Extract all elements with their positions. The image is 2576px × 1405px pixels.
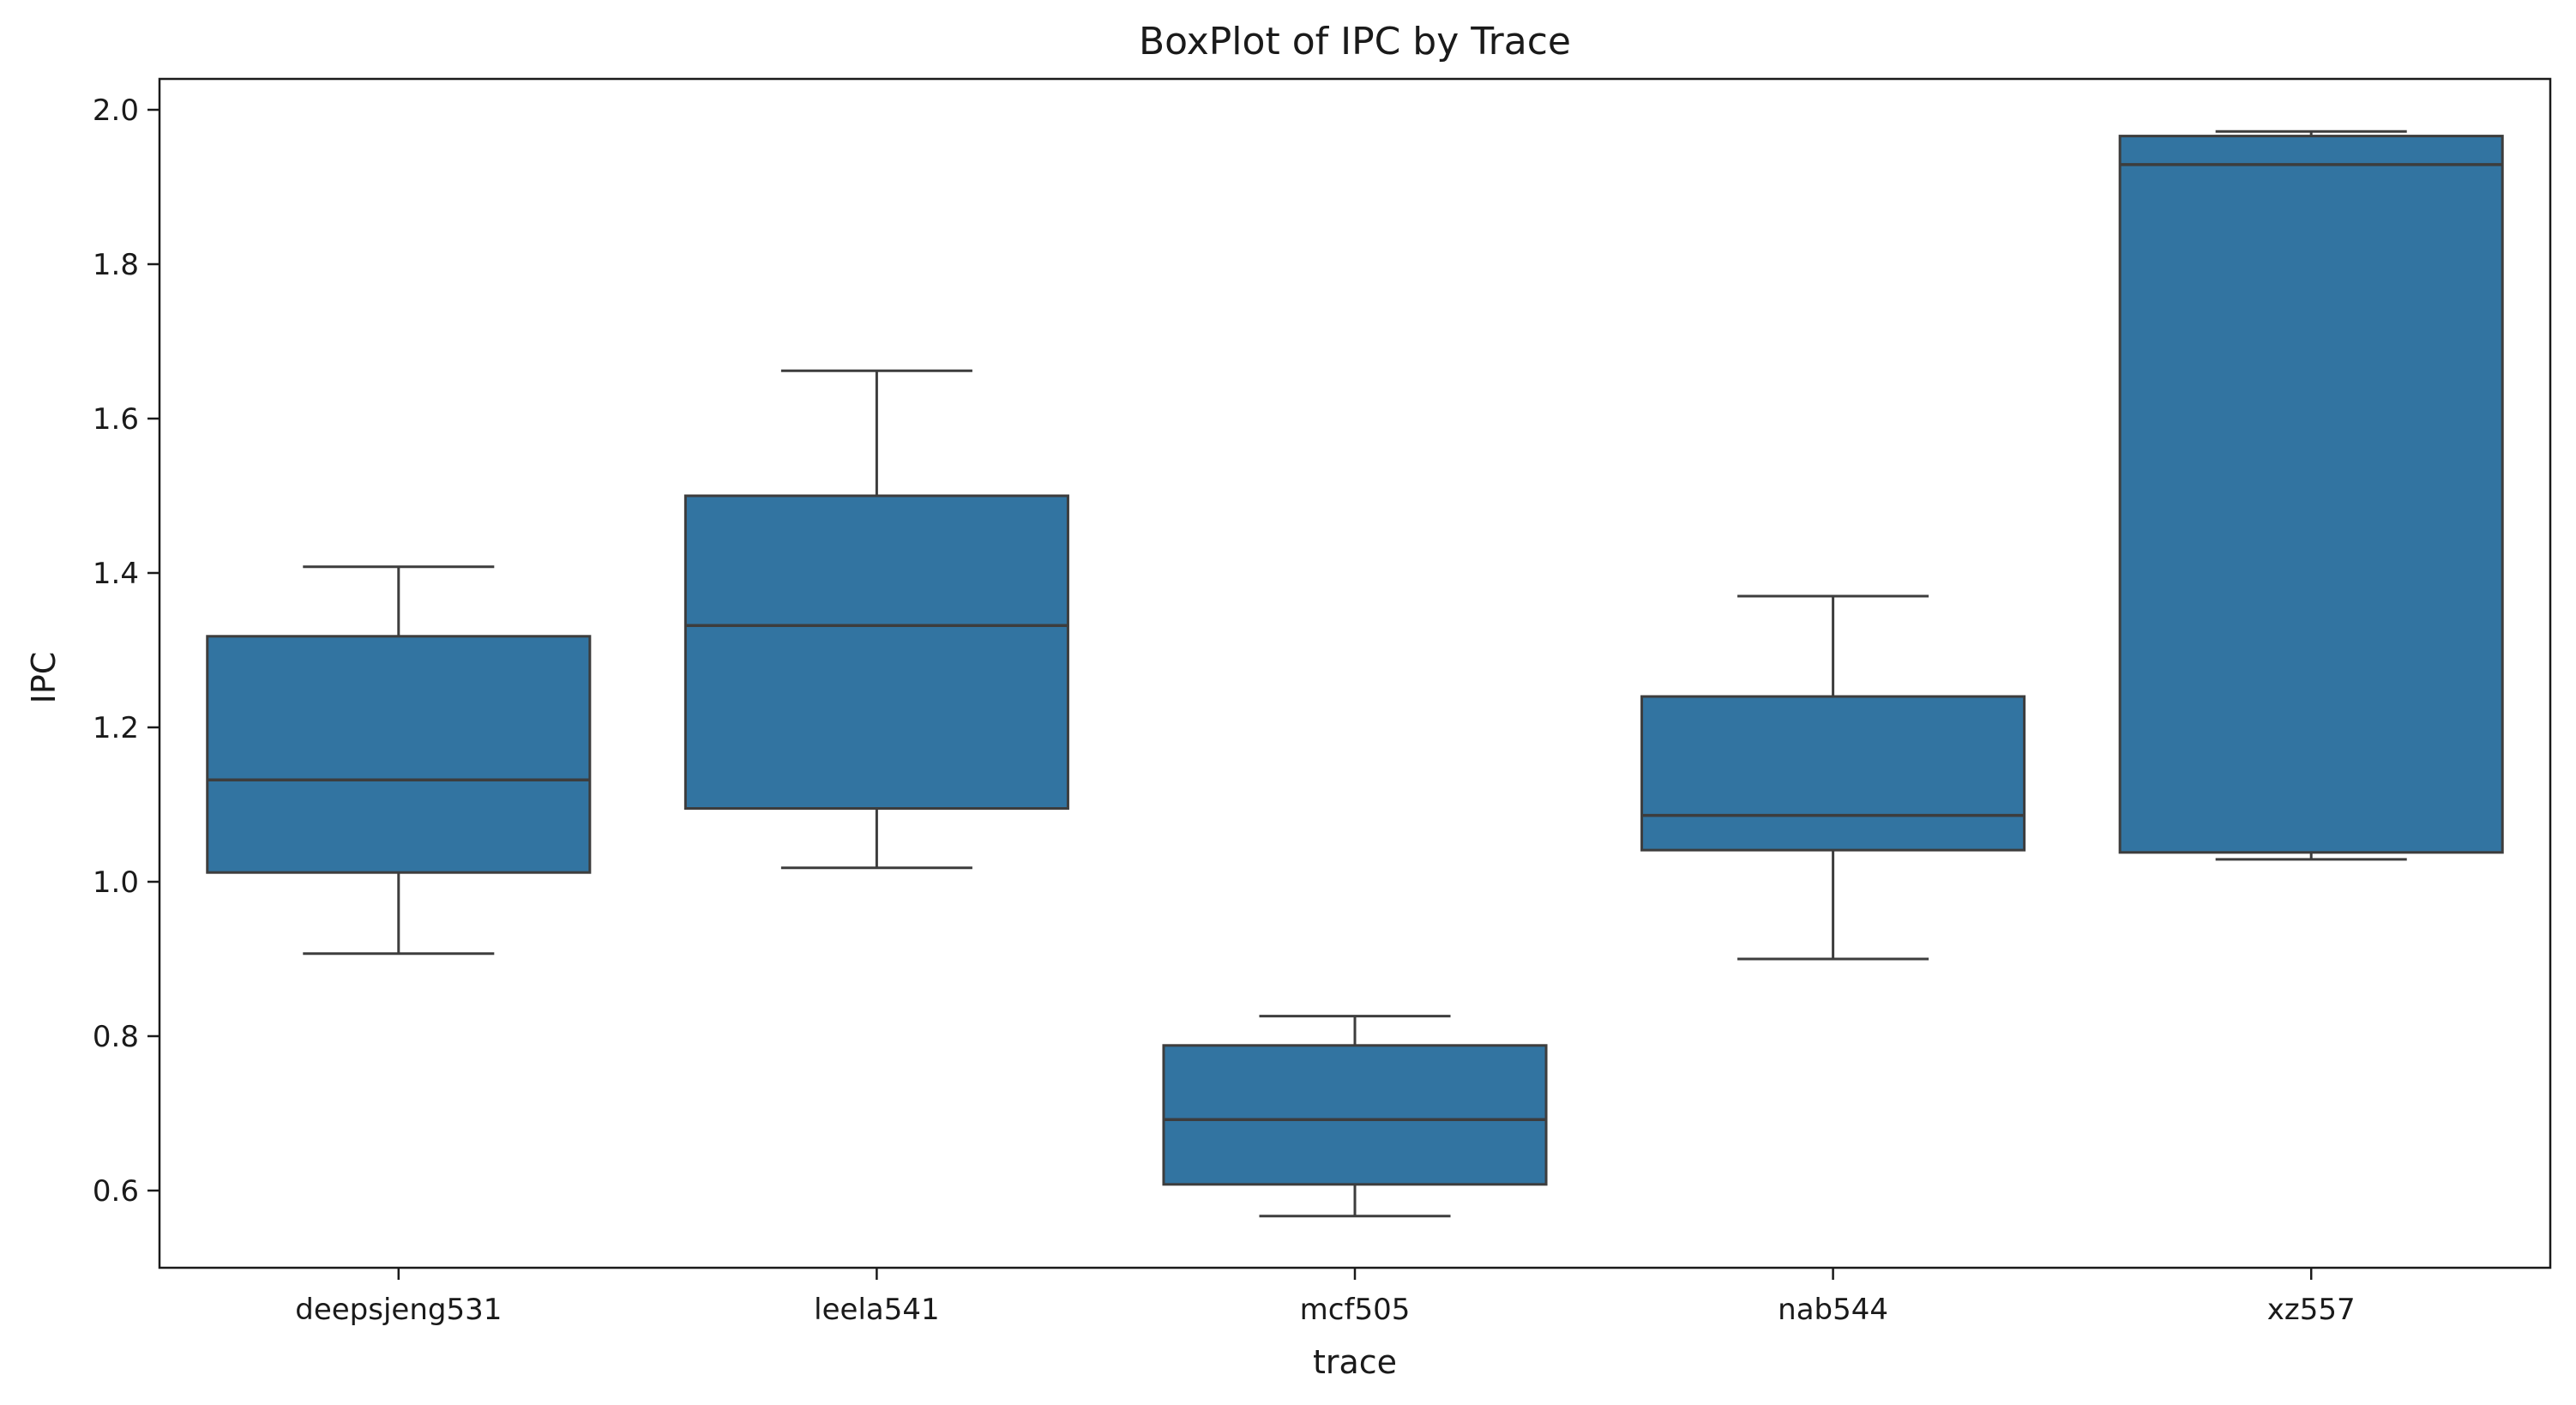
y-tick-label: 0.6: [93, 1174, 139, 1209]
x-tick-label: xz557: [2267, 1293, 2356, 1327]
y-tick-label: 1.2: [93, 711, 139, 745]
x-axis-ticks: deepsjeng531 leela541 mcf505 nab544 xz557: [295, 1268, 2356, 1327]
y-tick-label: 1.0: [93, 865, 139, 900]
chart-title: BoxPlot of IPC by Trace: [1139, 20, 1571, 63]
iqr-box: [1640, 695, 2026, 852]
iqr-box: [683, 494, 1069, 810]
y-tick-label: 1.6: [93, 402, 139, 437]
iqr-box: [206, 635, 592, 874]
x-axis-label: trace: [1313, 1343, 1397, 1381]
boxes-layer: [206, 130, 2504, 1218]
x-tick-label: mcf505: [1300, 1293, 1411, 1327]
box-group-mcf505: [1162, 1015, 1548, 1218]
x-tick-label: leela541: [814, 1293, 939, 1327]
x-tick-label: deepsjeng531: [295, 1293, 502, 1327]
box-group-xz557: [2118, 130, 2504, 861]
y-tick-label: 2.0: [93, 93, 139, 128]
y-tick-label: 1.4: [93, 557, 139, 591]
box-group-leela541: [683, 369, 1069, 870]
y-axis-label: IPC: [25, 652, 63, 704]
x-tick-label: nab544: [1778, 1293, 1888, 1327]
box-group-nab544: [1640, 594, 2026, 961]
y-tick-label: 1.8: [93, 248, 139, 282]
y-tick-label: 0.8: [93, 1020, 139, 1054]
box-group-deepsjeng531: [206, 565, 592, 956]
plot-frame: [158, 77, 2552, 1269]
iqr-box: [1162, 1044, 1548, 1186]
y-axis-ticks: 0.6 0.8 1.0 1.2 1.4 1.6 1.8 2.0: [93, 93, 159, 1209]
iqr-box: [2118, 135, 2504, 854]
